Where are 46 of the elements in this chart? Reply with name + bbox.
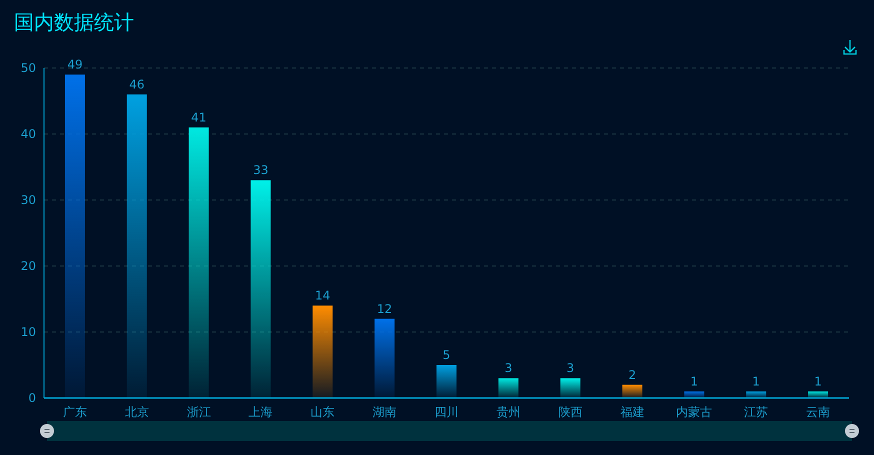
x-tick-label: 浙江: [186, 405, 211, 419]
bar: [374, 318, 395, 398]
data-label: 3: [566, 361, 574, 376]
x-tick-label: 内蒙古: [676, 405, 712, 419]
x-tick-label: 上海: [248, 405, 273, 419]
data-label: 41: [191, 110, 206, 124]
data-label: 3: [504, 361, 512, 376]
bar: [126, 94, 147, 398]
x-tick-label: 山东: [310, 405, 335, 419]
x-tick-label: 贵州: [496, 405, 520, 419]
data-label: 49: [67, 58, 83, 72]
bar: [436, 365, 456, 398]
y-tick-label: 50: [20, 61, 36, 75]
bar: [560, 378, 580, 398]
bar: [622, 384, 642, 398]
x-tick-label: 福建: [620, 405, 644, 419]
bar: [188, 127, 209, 398]
data-label: 1: [814, 374, 822, 388]
y-tick-label: 30: [20, 193, 36, 207]
chart-title: 国内数据统计: [14, 10, 134, 34]
x-tick-label: 湖南: [372, 405, 397, 419]
bar: [64, 74, 85, 398]
x-tick-label: 广东: [62, 405, 87, 419]
bar: [684, 391, 704, 398]
data-label: 46: [129, 77, 145, 92]
x-tick-label: 云南: [806, 405, 830, 419]
data-label: 1: [752, 374, 760, 388]
data-label: 1: [690, 374, 698, 388]
bar: [498, 378, 518, 398]
y-tick-label: 40: [20, 127, 36, 141]
data-label: 12: [376, 302, 392, 316]
x-tick-label: 四川: [434, 405, 458, 419]
x-tick-label: 江苏: [744, 405, 768, 419]
data-label: 5: [442, 348, 450, 362]
data-label: 33: [253, 163, 268, 178]
data-label: 2: [628, 368, 636, 382]
bar: [808, 391, 828, 398]
x-tick-label: 北京: [124, 405, 149, 419]
bar: [312, 306, 333, 398]
bar: [746, 391, 766, 398]
bar: [250, 180, 271, 398]
y-tick-label: 10: [20, 325, 36, 339]
y-tick-label: 20: [20, 259, 36, 273]
y-tick-label: 0: [28, 391, 36, 405]
data-label: 14: [315, 288, 330, 303]
x-tick-label: 陕西: [558, 405, 582, 419]
